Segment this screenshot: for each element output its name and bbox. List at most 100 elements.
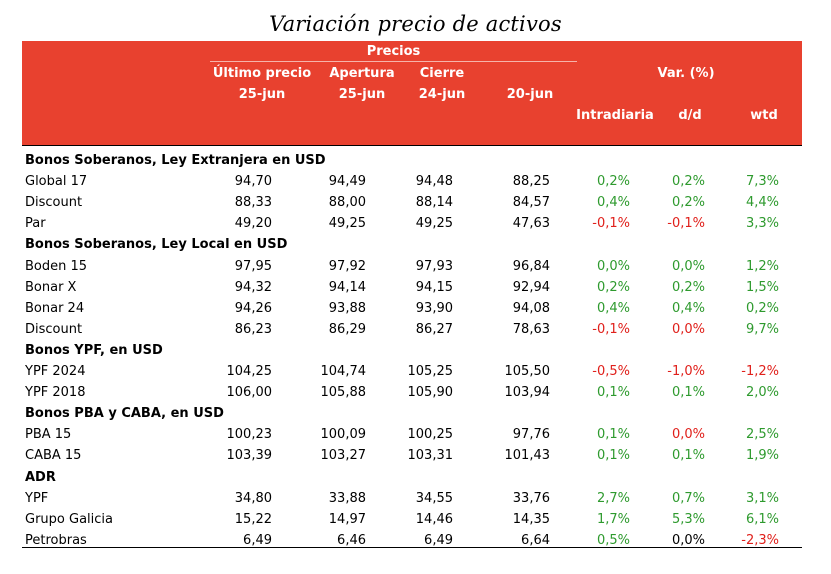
variation-cell: 1,5% — [745, 279, 779, 295]
table-row: Boden 15 97,95 97,92 97,93 96,84 0,0% 0,0% 1,2% — [22, 256, 802, 277]
asset-name: CABA 15 — [25, 448, 82, 464]
variation-cell: 0,1% — [596, 385, 630, 401]
price-cell: 84,57 — [512, 195, 550, 211]
variation-cell: -1,2% — [741, 364, 779, 379]
variation-cell: 7,3% — [745, 174, 779, 190]
price-cell: 34,80 — [234, 490, 272, 506]
asset-name: Petrobras — [25, 532, 87, 548]
price-cell: 6,49 — [424, 532, 453, 548]
price-cell: 14,35 — [512, 511, 550, 527]
variation-cell: 0,1% — [671, 448, 705, 464]
price-cell: 6,49 — [243, 532, 272, 548]
table-row: YPF 2018 106,00 105,88 105,90 103,94 0,1% 0,1%… — [22, 382, 802, 403]
header-col5: Intradiaria — [576, 108, 654, 123]
table-row: Par 49,20 49,25 49,25 47,63 -0,1% -0,1% 3,3% — [22, 213, 802, 234]
header-bottom-rule — [22, 145, 802, 146]
header-col2-b: 25-jun — [338, 87, 386, 102]
price-cell: 94,49 — [328, 174, 366, 190]
price-cell: 33,88 — [328, 490, 366, 506]
header-var: Var. (%) — [657, 66, 715, 81]
header-precios-divider — [210, 61, 577, 62]
variation-cell: 0,2% — [671, 174, 705, 190]
price-cell: 100,25 — [407, 427, 454, 443]
price-cell: 96,84 — [512, 258, 550, 274]
variation-cell: 0,2% — [596, 279, 630, 295]
price-cell: 47,63 — [512, 216, 550, 232]
variation-cell: 6,1% — [745, 511, 779, 527]
section-row: Bonos Soberanos, Ley Extranjera en USD — [22, 150, 802, 171]
section-row: ADR — [22, 467, 802, 488]
price-cell: 94,48 — [415, 174, 453, 190]
price-cell: 103,31 — [407, 448, 454, 464]
variation-cell: 0,7% — [671, 490, 705, 506]
price-cell: 103,27 — [320, 448, 367, 464]
asset-name: Discount — [25, 195, 83, 211]
variation-cell: 2,0% — [745, 385, 779, 401]
asset-name: Discount — [25, 321, 83, 337]
variation-cell: 0,4% — [596, 195, 630, 211]
price-cell: 100,09 — [320, 427, 367, 443]
section-title: Bonos Soberanos, Ley Extranjera en USD — [25, 153, 326, 168]
section-title: Bonos PBA y CABA, en USD — [25, 406, 224, 422]
variation-cell: 2,7% — [596, 490, 630, 506]
table-row: Global 17 94,70 94,49 94,48 88,25 0,2% 0,2% 7,3… — [22, 171, 802, 192]
price-cell: 88,14 — [415, 195, 453, 211]
variation-cell: 0,0% — [671, 321, 705, 337]
variation-cell: 5,3% — [671, 511, 705, 527]
price-cell: 34,55 — [415, 490, 453, 506]
header-col1-a: Último precio — [212, 66, 312, 81]
variation-cell: 0,0% — [671, 258, 705, 274]
price-cell: 94,26 — [234, 300, 272, 316]
price-cell: 86,23 — [234, 321, 272, 337]
header-col1-b: 25-jun — [238, 87, 286, 102]
price-cell: 106,00 — [226, 385, 273, 401]
asset-name: Bonar X — [25, 279, 77, 295]
variation-cell: 0,2% — [596, 174, 630, 190]
variation-cell: 3,3% — [745, 216, 779, 232]
variation-cell: -2,3% — [741, 532, 779, 548]
price-cell: 105,25 — [407, 364, 454, 379]
table-row: YPF 34,80 33,88 34,55 33,76 2,7% 0,7% 3,1% — [22, 488, 802, 509]
price-cell: 49,25 — [328, 216, 366, 232]
header-precios: Precios — [366, 44, 421, 59]
variation-cell: -0,1% — [592, 216, 630, 232]
variation-cell: -0,1% — [592, 321, 630, 337]
price-cell: 100,23 — [226, 427, 273, 443]
price-cell: 14,97 — [328, 511, 366, 527]
variation-cell: -0,5% — [592, 364, 630, 379]
header-col2-a: Apertura — [329, 66, 395, 81]
price-cell: 86,29 — [328, 321, 366, 337]
variation-cell: 0,5% — [596, 532, 630, 548]
variation-cell: 0,0% — [671, 532, 705, 548]
section-row: Bonos PBA y CABA, en USD — [22, 403, 802, 424]
price-cell: 105,50 — [504, 364, 551, 379]
variation-cell: 0,2% — [671, 279, 705, 295]
price-cell: 88,25 — [512, 174, 550, 190]
price-cell: 101,43 — [504, 448, 551, 464]
table-row: Petrobras 6,49 6,46 6,49 6,64 0,5% 0,0% -2,3% — [22, 530, 802, 551]
price-cell: 97,92 — [328, 258, 366, 274]
price-cell: 14,46 — [415, 511, 453, 527]
table-title: Variación precio de activos — [269, 12, 562, 36]
variation-cell: -0,1% — [667, 216, 705, 232]
variation-cell: 1,9% — [745, 448, 779, 464]
variation-cell: 0,0% — [671, 427, 705, 443]
header-col7: wtd — [750, 108, 778, 123]
variation-cell: 0,1% — [596, 448, 630, 464]
price-cell: 15,22 — [234, 511, 272, 527]
price-cell: 6,46 — [337, 532, 366, 548]
variation-cell: 0,2% — [671, 195, 705, 211]
price-cell: 104,74 — [320, 364, 367, 379]
section-row: Bonos Soberanos, Ley Local en USD — [22, 234, 802, 255]
price-cell: 97,93 — [415, 258, 453, 274]
variation-cell: 0,2% — [745, 300, 779, 316]
variation-cell: 0,1% — [596, 427, 630, 443]
table-row: Grupo Galicia 15,22 14,97 14,46 14,35 1,7% 5,3… — [22, 509, 802, 530]
table-row: YPF 2024 104,25 104,74 105,25 105,50 -0,5% -1,… — [22, 361, 802, 382]
section-row: Bonos YPF, en USD — [22, 340, 802, 361]
price-cell: 94,14 — [328, 279, 366, 295]
asset-name: Grupo Galicia — [25, 511, 113, 527]
table-bottom-rule — [22, 547, 802, 548]
table-row: Discount 86,23 86,29 86,27 78,63 -0,1% 0,0% 9,7… — [22, 319, 802, 340]
asset-name: Bonar 24 — [25, 300, 85, 316]
